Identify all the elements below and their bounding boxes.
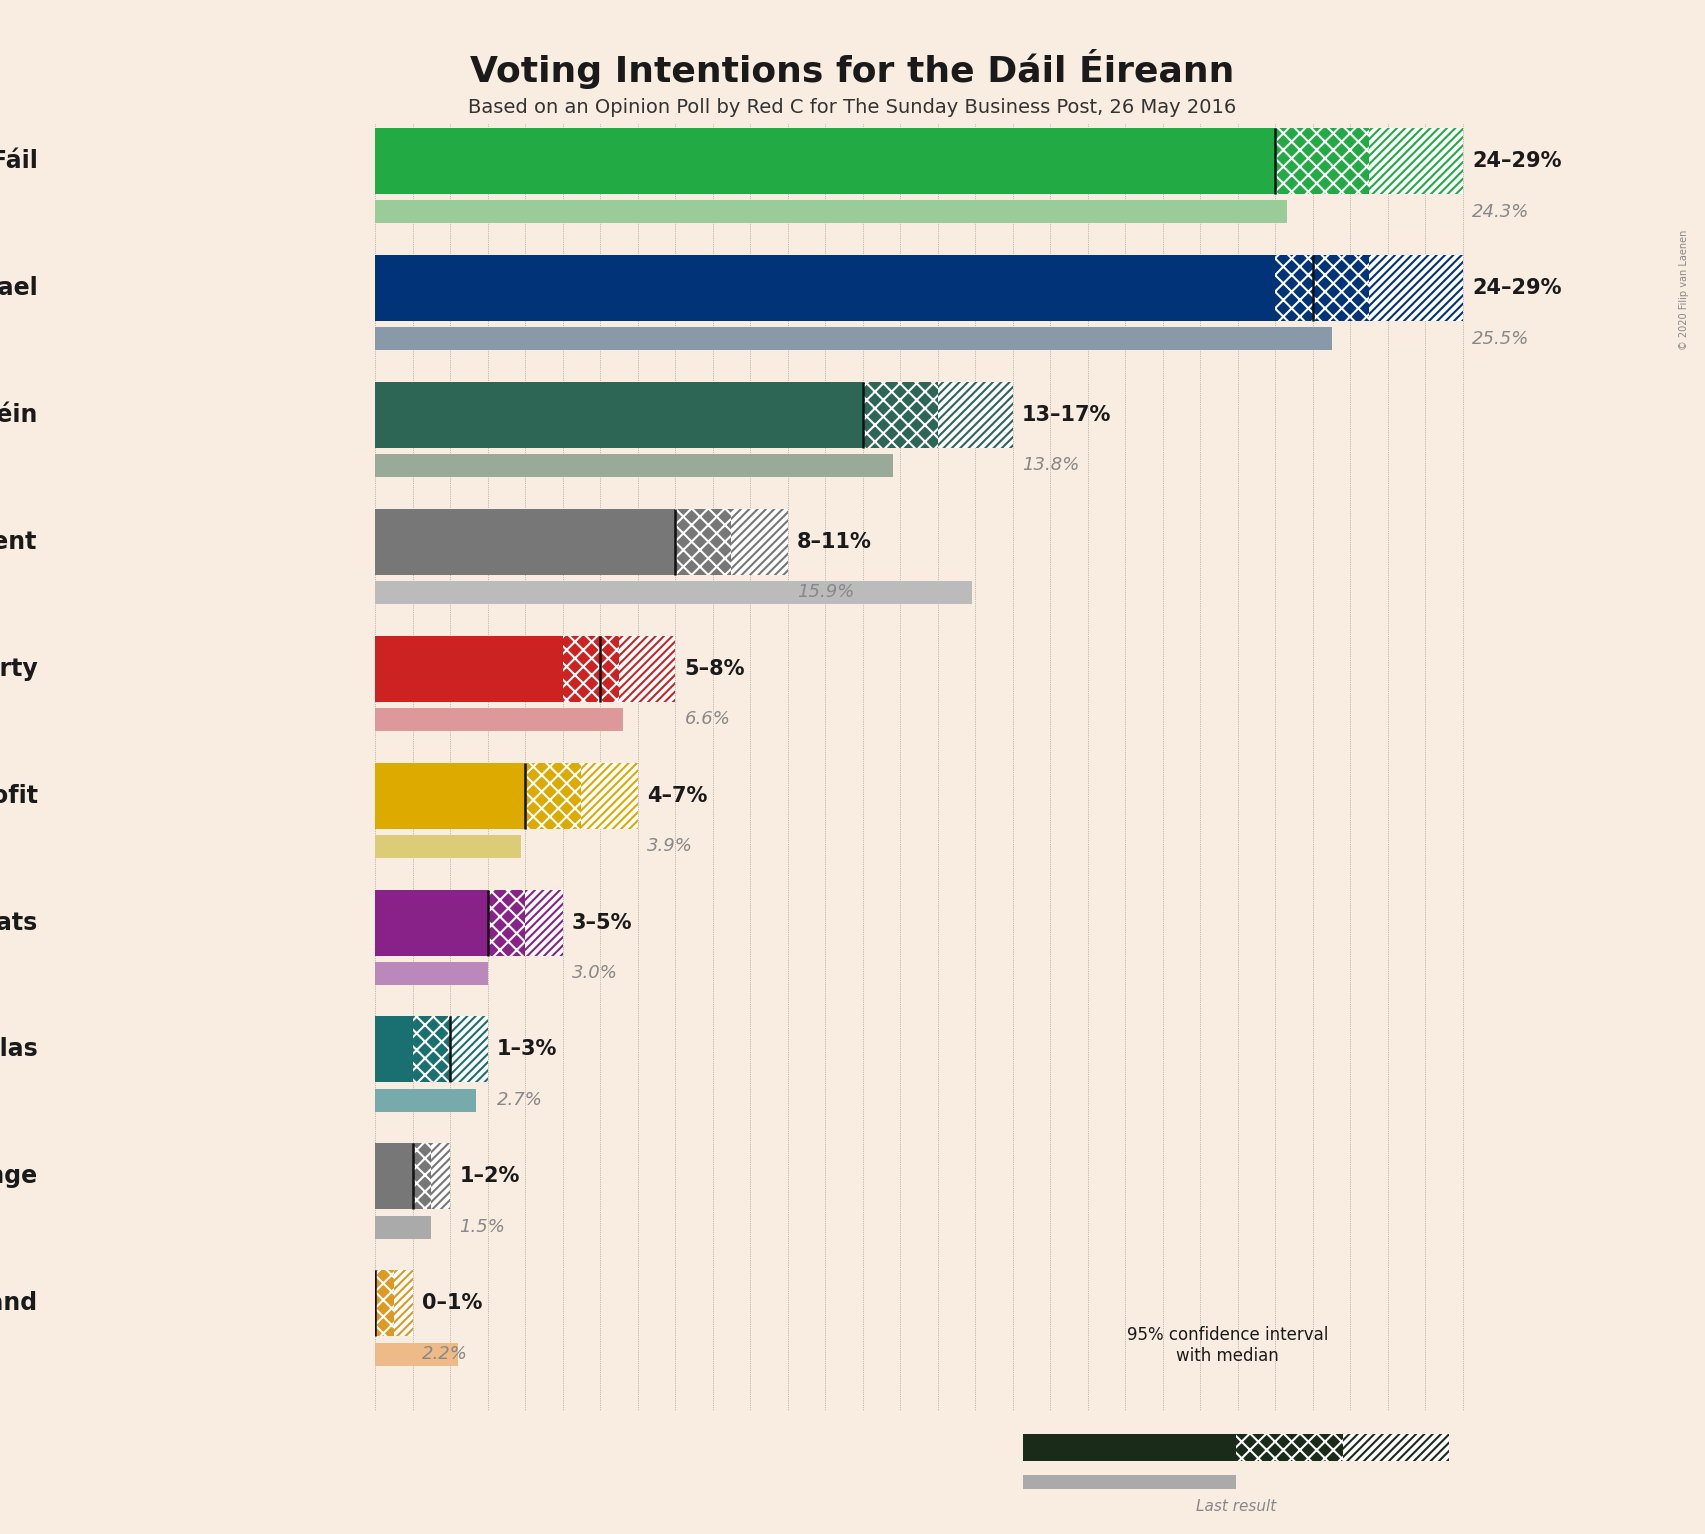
Text: 4–7%: 4–7% [648,785,708,805]
Text: © 2020 Filip van Laenen: © 2020 Filip van Laenen [1679,230,1690,350]
Text: 13.8%: 13.8% [1023,457,1079,474]
Bar [1369,255,1463,321]
Bar [375,762,525,828]
Bar [375,509,675,575]
Bar [1275,127,1369,193]
Bar [375,1089,476,1112]
Text: 2.2%: 2.2% [423,1345,467,1364]
Bar [375,1342,457,1365]
Bar [863,382,938,448]
Bar [375,127,1275,193]
Text: 24.3%: 24.3% [1473,202,1529,221]
Text: Last result: Last result [1195,1499,1277,1514]
Bar [1275,255,1369,321]
Text: 3.9%: 3.9% [648,838,692,856]
Bar [581,762,638,828]
Text: Sinn Féin: Sinn Féin [0,403,38,426]
Bar [375,581,972,604]
Bar [375,1017,413,1083]
Bar [375,1143,413,1209]
Text: Independent: Independent [0,529,38,554]
Bar [1236,1433,1344,1460]
Bar [413,1143,431,1209]
Bar [619,635,675,701]
Text: 1.5%: 1.5% [460,1218,505,1236]
Text: Labour Party: Labour Party [0,657,38,681]
Bar [375,1270,394,1336]
Bar [375,1216,431,1238]
Bar [675,509,731,575]
Text: 95% confidence interval
with median: 95% confidence interval with median [1127,1327,1328,1365]
Text: 13–17%: 13–17% [1023,405,1112,425]
Text: 1–3%: 1–3% [498,1040,558,1060]
Text: Solidarity–People Before Profit: Solidarity–People Before Profit [0,784,38,807]
Bar [1023,1433,1236,1460]
Bar [375,382,863,448]
Text: 24–29%: 24–29% [1473,278,1562,298]
Text: 8–11%: 8–11% [798,532,871,552]
Text: Fianna Fáil: Fianna Fáil [0,149,38,173]
Text: 15.9%: 15.9% [798,583,854,601]
Bar [938,382,1013,448]
Text: Voting Intentions for the Dáil Éireann: Voting Intentions for the Dáil Éireann [471,49,1234,89]
Bar [375,635,563,701]
Bar [563,635,619,701]
Text: 3.0%: 3.0% [573,965,617,982]
Text: 24–29%: 24–29% [1473,150,1562,170]
Text: 5–8%: 5–8% [685,658,745,678]
Text: Green Party/Comhaontas Glas: Green Party/Comhaontas Glas [0,1037,38,1062]
Text: 6.6%: 6.6% [685,710,730,729]
Bar [375,454,893,477]
Text: 0–1%: 0–1% [423,1293,483,1313]
Text: Independents 4 Change: Independents 4 Change [0,1164,38,1189]
Bar [375,199,1287,222]
Bar [525,762,581,828]
Bar [525,890,563,956]
Text: 1–2%: 1–2% [460,1166,520,1186]
Bar [413,1017,450,1083]
Bar [375,890,488,956]
Text: Renua Ireland: Renua Ireland [0,1292,38,1315]
Text: Social Democrats: Social Democrats [0,911,38,934]
Bar [450,1017,488,1083]
Bar [394,1270,413,1336]
Text: 25.5%: 25.5% [1473,330,1529,348]
Text: 2.7%: 2.7% [498,1091,542,1109]
Bar [1369,127,1463,193]
Bar [375,255,1275,321]
Text: 3–5%: 3–5% [573,913,633,933]
Bar [375,709,622,730]
Bar [375,962,488,985]
Bar [1344,1433,1449,1460]
Bar [731,509,788,575]
Bar [1023,1476,1236,1488]
Text: Fine Gael: Fine Gael [0,276,38,299]
Bar [375,327,1332,350]
Bar [375,834,522,858]
Bar [431,1143,450,1209]
Bar [488,890,525,956]
Text: Based on an Opinion Poll by Red C for The Sunday Business Post, 26 May 2016: Based on an Opinion Poll by Red C for Th… [469,98,1236,117]
